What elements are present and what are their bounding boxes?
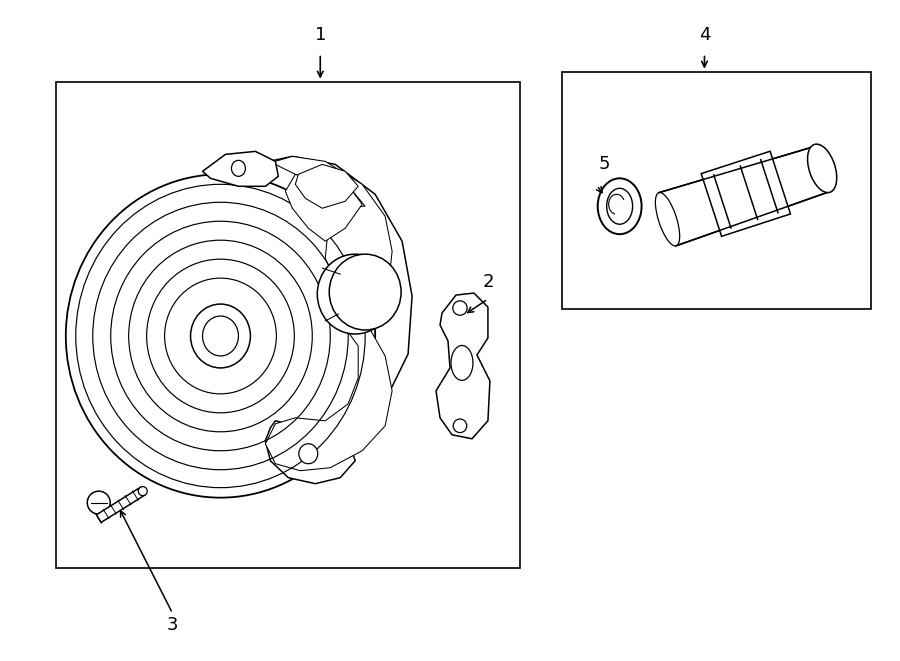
Bar <box>56 81 520 568</box>
Ellipse shape <box>329 254 401 330</box>
Ellipse shape <box>202 316 238 356</box>
Circle shape <box>139 486 148 496</box>
Ellipse shape <box>607 188 633 224</box>
Ellipse shape <box>318 254 393 334</box>
Circle shape <box>454 419 467 432</box>
Polygon shape <box>285 175 362 241</box>
Polygon shape <box>659 146 832 246</box>
Text: 5: 5 <box>598 155 610 173</box>
Ellipse shape <box>598 178 642 234</box>
Polygon shape <box>275 157 392 326</box>
Polygon shape <box>266 421 356 484</box>
Text: 4: 4 <box>698 26 710 44</box>
Ellipse shape <box>231 161 246 176</box>
Text: 3: 3 <box>166 617 178 635</box>
Polygon shape <box>266 324 392 471</box>
Ellipse shape <box>451 346 473 380</box>
Ellipse shape <box>655 192 680 246</box>
Ellipse shape <box>299 444 318 464</box>
Polygon shape <box>96 487 145 522</box>
Ellipse shape <box>331 268 379 320</box>
Ellipse shape <box>813 145 835 191</box>
Text: 1: 1 <box>315 26 326 44</box>
Polygon shape <box>202 151 278 186</box>
Circle shape <box>87 491 110 514</box>
Ellipse shape <box>66 175 375 498</box>
Ellipse shape <box>807 144 837 192</box>
Circle shape <box>453 301 467 315</box>
Ellipse shape <box>191 304 250 368</box>
Polygon shape <box>436 293 490 439</box>
Text: 2: 2 <box>482 273 494 291</box>
Polygon shape <box>256 157 412 471</box>
Polygon shape <box>295 165 358 208</box>
Polygon shape <box>701 151 790 237</box>
Bar <box>562 71 871 309</box>
